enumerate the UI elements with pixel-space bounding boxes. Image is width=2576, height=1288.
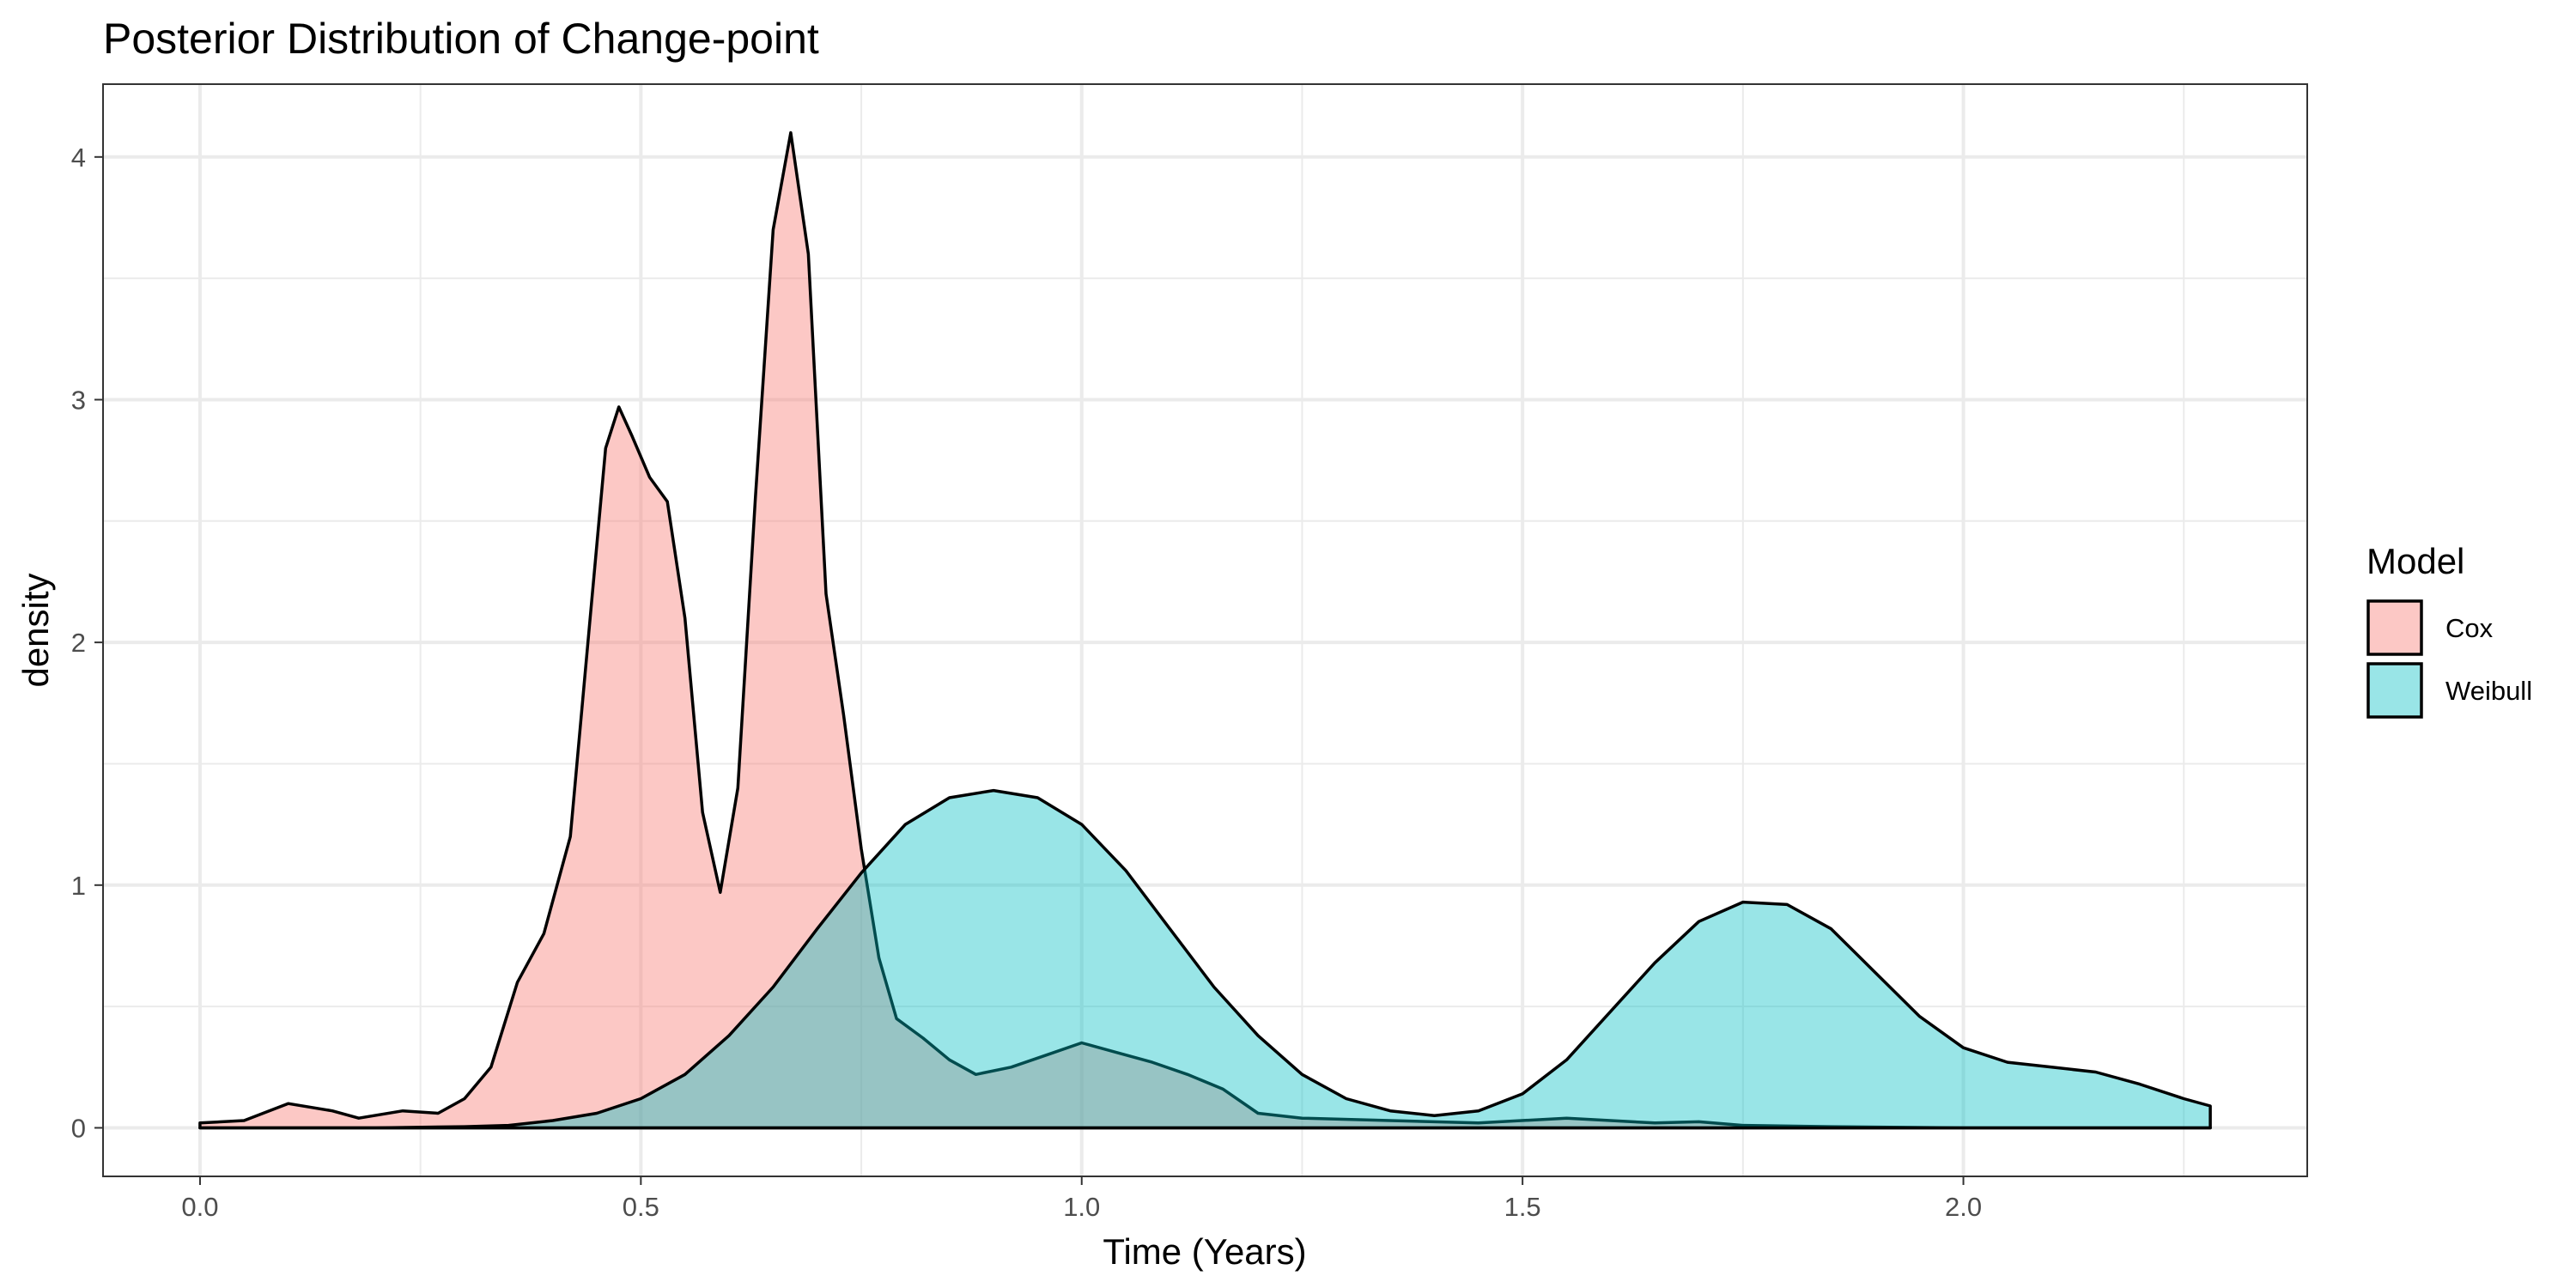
axes: 0.0 0.5 1.0 1.5 2.0 0 1 2 3 4 bbox=[71, 143, 1982, 1222]
x-tick-label: 0.5 bbox=[623, 1192, 659, 1222]
legend-key-swatch bbox=[2366, 599, 2423, 656]
density-areas bbox=[198, 131, 2212, 1130]
density-area-cox bbox=[198, 131, 2212, 1130]
x-tick-label: 2.0 bbox=[1945, 1192, 1982, 1222]
plot-panel-background bbox=[103, 84, 2307, 1176]
x-tick-label: 1.0 bbox=[1063, 1192, 1100, 1222]
legend-item-cox: Cox bbox=[2366, 599, 2494, 656]
y-tick-label: 2 bbox=[71, 628, 86, 658]
y-tick-label: 3 bbox=[71, 385, 86, 415]
legend-key-background bbox=[2366, 599, 2423, 656]
legend-label: Weibull bbox=[2445, 676, 2532, 706]
y-axis-title: density bbox=[15, 573, 56, 687]
legend-items: Cox Weibull bbox=[2366, 599, 2532, 719]
plot-panel-border bbox=[102, 83, 2308, 1177]
legend-key-background bbox=[2366, 662, 2423, 719]
legend-label: Cox bbox=[2445, 613, 2494, 643]
x-tick-label: 1.5 bbox=[1504, 1192, 1541, 1222]
y-tick-label: 0 bbox=[71, 1113, 86, 1143]
legend-item-weibull: Weibull bbox=[2366, 662, 2532, 719]
x-axis-title: Time (Years) bbox=[1103, 1231, 1306, 1272]
chart-title: Posterior Distribution of Change-point bbox=[103, 15, 819, 63]
x-tick-label: 0.0 bbox=[181, 1192, 218, 1222]
legend-key-swatch bbox=[2366, 662, 2423, 719]
legend: Model Cox Weibull bbox=[2366, 541, 2532, 719]
y-tick-label: 4 bbox=[71, 143, 86, 173]
legend-title: Model bbox=[2366, 541, 2464, 581]
y-tick-label: 1 bbox=[71, 871, 86, 901]
density-area-weibull bbox=[198, 788, 2212, 1130]
